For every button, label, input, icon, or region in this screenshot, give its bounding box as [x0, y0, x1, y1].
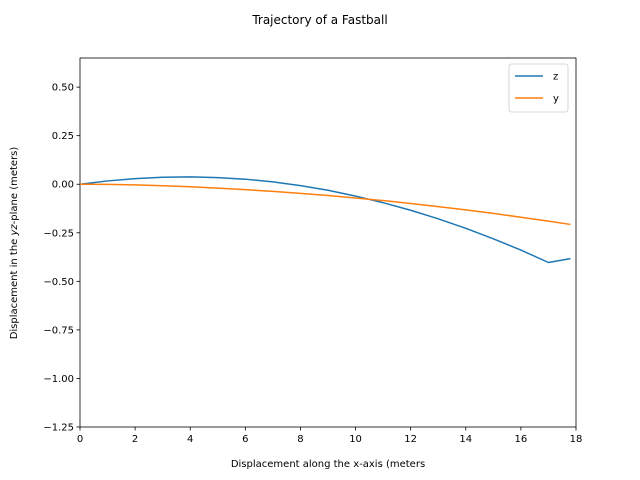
x-tick-label: 18 — [570, 434, 583, 445]
plot-area — [79, 57, 577, 428]
x-tick-label: 10 — [349, 434, 362, 445]
plot-background — [80, 58, 576, 427]
series-line-y — [79, 183, 571, 226]
y-tick-label: −0.50 — [43, 277, 74, 288]
x-tick-label: 2 — [132, 434, 138, 445]
y-tick-label: 0.00 — [52, 180, 74, 191]
legend-label-y: y — [553, 94, 559, 105]
x-tick-label: 8 — [297, 434, 303, 445]
legend-label-z: z — [553, 72, 558, 83]
legend-box — [508, 63, 569, 113]
legend: zy — [508, 63, 569, 113]
y-tick-label: −1.00 — [43, 374, 74, 385]
y-tick-label: 0.25 — [52, 131, 74, 142]
x-tick-label: 0 — [77, 434, 83, 445]
plot-frame — [79, 57, 577, 428]
chart-title: Trajectory of a Fastball — [251, 13, 387, 27]
y-axis-label-part: -plane (meters) — [9, 147, 20, 225]
y-axis-label: Displacement in the yz-plane (meters) — [9, 147, 20, 340]
y-axis-label-part: yz — [9, 224, 20, 237]
series-line-z — [79, 176, 571, 264]
series-layer — [79, 176, 571, 264]
y-tick-label: 0.50 — [52, 83, 74, 94]
y-tick-label: −1.25 — [43, 423, 74, 434]
x-tick-label: 14 — [459, 434, 472, 445]
x-tick-label: 6 — [242, 434, 248, 445]
y-tick-label: −0.75 — [43, 325, 74, 336]
y-tick-label: −0.25 — [43, 228, 74, 239]
x-axis: 0 2 4 6 8 10 12 14 16 18 — [77, 427, 583, 445]
x-tick-label: 12 — [404, 434, 417, 445]
y-axis-label-part: Displacement in the — [9, 235, 20, 339]
y-axis: 0.50 0.25 0.00 −0.25 −0.50 −0.75 −1.00 −1.25 — [43, 83, 80, 434]
x-tick-label: 16 — [515, 434, 528, 445]
x-axis-label: Displacement along the x-axis (meters — [231, 459, 425, 470]
x-tick-label: 4 — [187, 434, 193, 445]
